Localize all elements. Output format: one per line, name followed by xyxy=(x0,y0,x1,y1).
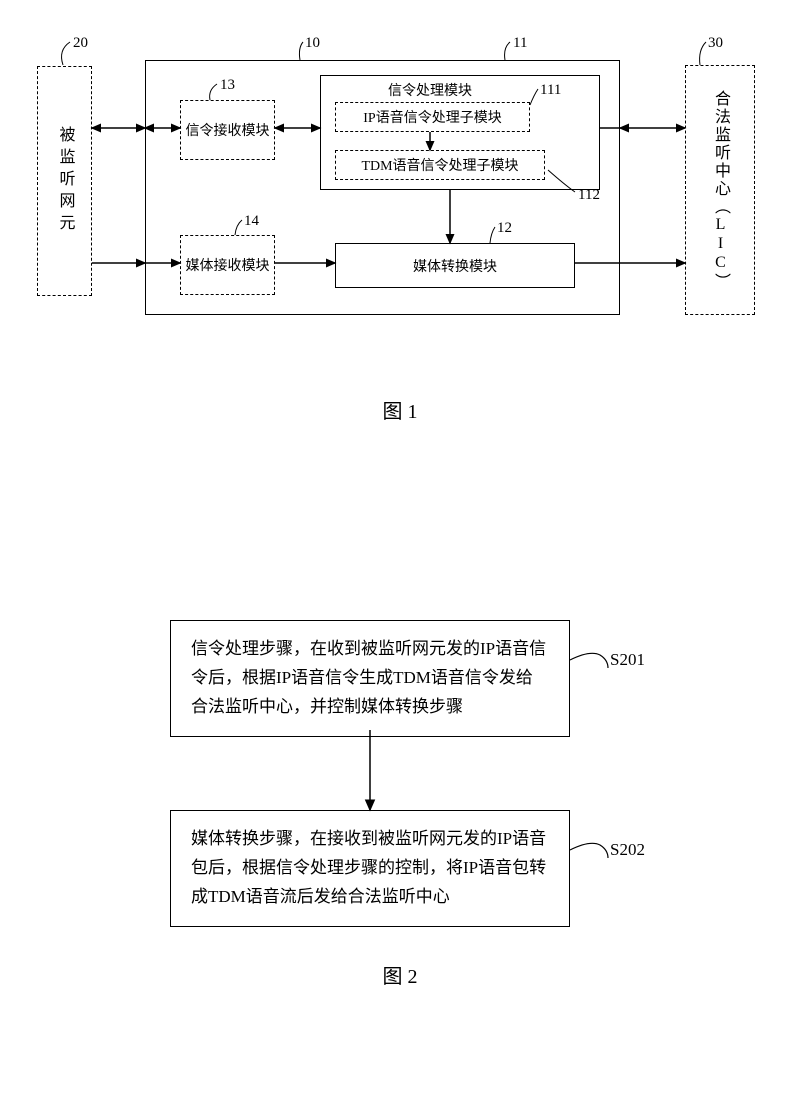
media-recv-num: 14 xyxy=(244,213,259,230)
lic-label: 合法监听中心（LIC） xyxy=(708,90,732,291)
fig2-caption: 图 2 xyxy=(0,960,800,989)
tdm-sub-label: TDM语音信令处理子模块 xyxy=(361,155,518,175)
sig-proc-num: 11 xyxy=(513,35,527,52)
flow-step1-num: S201 xyxy=(610,650,645,670)
monitored-ne-label: 被监听网元 xyxy=(53,126,77,236)
ip-sub-num: 111 xyxy=(540,82,561,99)
ip-sub-box: IP语音信令处理子模块 xyxy=(335,102,530,132)
flow-step1-text: 信令处理步骤，在收到被监听网元发的IP语音信令后，根据IP语音信令生成TDM语音… xyxy=(191,639,546,716)
outer-num: 10 xyxy=(305,35,320,52)
media-conv-box: 媒体转换模块 xyxy=(335,243,575,288)
lic-box: 合法监听中心（LIC） xyxy=(685,65,755,315)
tdm-sub-num: 112 xyxy=(578,187,600,204)
tdm-sub-box: TDM语音信令处理子模块 xyxy=(335,150,545,180)
monitored-ne-num: 20 xyxy=(73,35,88,52)
ip-sub-label: IP语音信令处理子模块 xyxy=(363,107,501,127)
media-recv-label: 媒体接收模块 xyxy=(186,255,270,275)
flow-step2-text: 媒体转换步骤，在接收到被监听网元发的IP语音包后，根据信令处理步骤的控制，将IP… xyxy=(191,829,546,906)
fig1-caption: 图 1 xyxy=(0,395,800,424)
media-conv-num: 12 xyxy=(497,220,512,237)
media-conv-label: 媒体转换模块 xyxy=(413,256,497,276)
flow-step2: 媒体转换步骤，在接收到被监听网元发的IP语音包后，根据信令处理步骤的控制，将IP… xyxy=(170,810,570,927)
media-recv-box: 媒体接收模块 xyxy=(180,235,275,295)
sig-proc-label: 信令处理模块 xyxy=(380,80,480,100)
flow-step2-num: S202 xyxy=(610,840,645,860)
sig-recv-label: 信令接收模块 xyxy=(186,120,270,140)
lic-num: 30 xyxy=(708,35,723,52)
sig-recv-num: 13 xyxy=(220,77,235,94)
sig-recv-box: 信令接收模块 xyxy=(180,100,275,160)
flow-step1: 信令处理步骤，在收到被监听网元发的IP语音信令后，根据IP语音信令生成TDM语音… xyxy=(170,620,570,737)
monitored-ne-box: 被监听网元 xyxy=(37,66,92,296)
